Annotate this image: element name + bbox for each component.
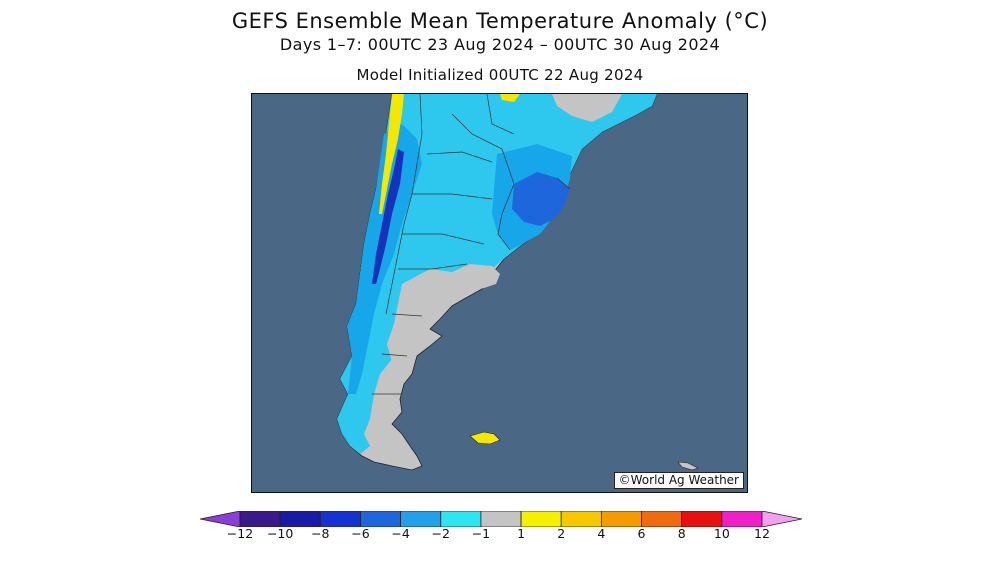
political-borders — [372, 94, 571, 395]
colorbar-tick-label: 8 — [677, 526, 686, 541]
anomaly-region-warm-north — [500, 94, 520, 102]
south-georgia-island — [677, 461, 699, 471]
anomaly-region-deep-blue-andes — [372, 149, 404, 284]
colorbar-bin — [560, 511, 602, 527]
colorbar-tick-label: 6 — [637, 526, 646, 541]
colorbar-bin — [239, 511, 281, 527]
anomaly-map: ©World Ag Weather — [251, 93, 748, 493]
colorbar-tick-label: −2 — [431, 526, 450, 541]
anomaly-region-medium-blue-andes — [347, 124, 422, 394]
colorbar-bin — [681, 511, 723, 527]
anomaly-region-grey-north — [552, 94, 622, 122]
colorbar-tick-label: 1 — [517, 526, 526, 541]
colorbar-bin — [279, 511, 321, 527]
colorbar-bin — [520, 511, 562, 527]
colorbar-tick-label: 4 — [597, 526, 606, 541]
model-init-text: Model Initialized 00UTC 22 Aug 2024 — [356, 66, 644, 84]
map-subtitle: Days 1–7: 00UTC 23 Aug 2024 – 00UTC 30 A… — [279, 35, 721, 54]
map-canvas — [336, 94, 699, 471]
anomaly-region-grey-argentina — [387, 264, 500, 362]
anomaly-region-dark-blue-uruguay — [512, 172, 570, 226]
colorbar-bin — [721, 511, 763, 527]
falkland-islands — [469, 431, 501, 445]
anomaly-region-light-blue — [337, 94, 657, 454]
colorbar-tick-label: −6 — [351, 526, 370, 541]
colorbar — [200, 511, 802, 527]
colorbar-bin — [761, 511, 802, 527]
colorbar-bin — [400, 511, 442, 527]
colorbar-bin — [360, 511, 402, 527]
anomaly-region-warm-coast — [379, 94, 404, 214]
colorbar-tick-label: −10 — [266, 526, 294, 541]
colorbar-tick-label: 12 — [754, 526, 770, 541]
colorbar-tick-label: −12 — [226, 526, 254, 541]
colorbar-bin — [440, 511, 482, 527]
colorbar-tick-label: 10 — [713, 526, 730, 541]
colorbar-tick-label: −4 — [391, 526, 410, 541]
colorbar-bin — [641, 511, 683, 527]
credit-label: ©World Ag Weather — [613, 472, 744, 489]
colorbar-tick-label: 2 — [557, 526, 566, 541]
colorbar-bin — [200, 511, 241, 527]
colorbar-bin — [319, 511, 361, 527]
colorbar-bin — [480, 511, 522, 527]
colorbar-bin — [600, 511, 642, 527]
colorbar-tick-label: −1 — [471, 526, 491, 541]
colorbar-tick-label: −8 — [311, 526, 330, 541]
map-title: GEFS Ensemble Mean Temperature Anomaly (… — [231, 9, 769, 33]
